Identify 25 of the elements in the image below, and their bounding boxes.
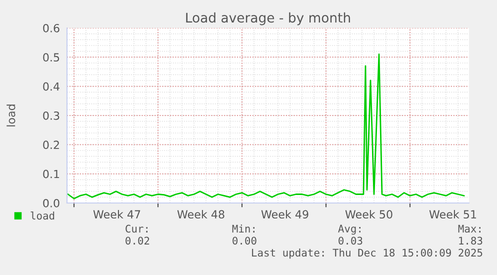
x-tick-label: Week 48 [177,210,224,219]
y-tick-label: 0.4 [43,82,60,91]
line-series [67,54,465,200]
text: Min: [232,224,254,232]
text: 1.83 [459,236,482,245]
text: Max: [458,224,480,233]
legend-label: load [30,211,54,220]
x-tick-label: Week 50 [345,210,392,219]
text: 0.03 [338,236,362,245]
y-tick-label: 0.1 [43,170,60,178]
y-tick-label: 0.6 [43,24,60,32]
chart-title: Load average - by month [186,12,350,26]
x-tick-label: Week 47 [93,210,140,219]
text: Cur: [126,224,148,233]
text: Avg: [338,224,360,235]
text: 0.00 [232,236,256,245]
x-tick-label: Week 49 [261,210,308,219]
y-tick-label: 0.0 [43,198,60,208]
y-tick-label: 0.3 [43,111,60,120]
x-tick-label: Week 51 [429,210,476,219]
y-tick-label: 0.5 [43,53,60,62]
y-tick-label: 0.2 [43,140,59,150]
text: Last update: Thu Dec 18 15:00:09 2025 [252,248,482,259]
y-axis-title: load [6,104,16,126]
text: 0.02 [126,236,150,245]
